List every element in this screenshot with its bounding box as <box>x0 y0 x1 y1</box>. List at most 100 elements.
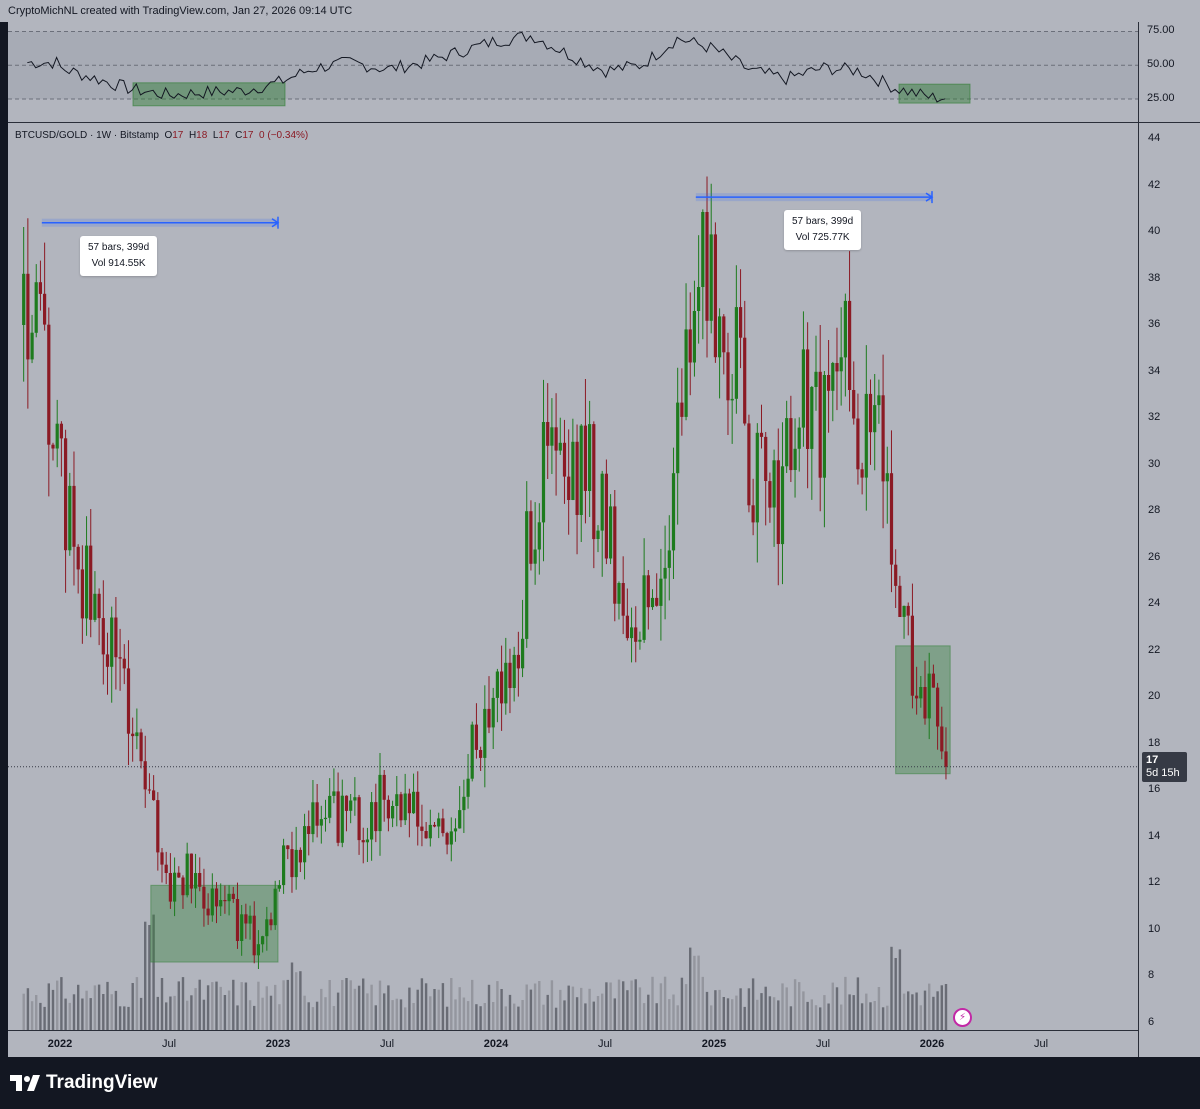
candle-body <box>139 732 143 762</box>
pane-separator[interactable] <box>8 122 1200 123</box>
rsi-line <box>27 31 946 103</box>
volume-bar <box>596 996 600 1030</box>
measure-label-2[interactable]: 57 bars, 399d Vol 725.77K <box>784 210 862 250</box>
volume-bar <box>869 1002 872 1030</box>
candle-body <box>265 919 269 937</box>
volume-bar <box>269 995 273 1030</box>
volume-bar <box>68 1002 71 1030</box>
candle-body <box>919 687 923 699</box>
candle-body <box>34 282 38 333</box>
volume-bar <box>152 914 155 1030</box>
candle-body <box>529 511 533 564</box>
candle-body <box>650 597 655 608</box>
candle-body <box>38 282 42 294</box>
volume-bar <box>487 984 491 1030</box>
legend-close: 17 <box>242 130 254 141</box>
volume-bar <box>445 1006 449 1030</box>
volume-bar <box>211 982 214 1030</box>
price-tick-label: 40 <box>1148 225 1161 237</box>
volume-bar <box>580 987 583 1030</box>
candle-body <box>412 791 416 814</box>
candle-body <box>370 802 374 840</box>
volume-bar <box>902 993 906 1030</box>
volume-bar <box>705 991 709 1030</box>
candle-body <box>873 405 877 433</box>
candle-body <box>562 442 567 477</box>
main-chart-pane[interactable]: BTCUSD/GOLD · 1W · Bitstamp O17 H18 L17 … <box>8 123 1138 1030</box>
legend-high-label: H <box>188 130 197 141</box>
volume-bar <box>575 997 579 1030</box>
volume-bar <box>395 998 398 1030</box>
time-tick-label: 2025 <box>701 1038 727 1050</box>
candle-body <box>403 793 407 821</box>
last-price-value: 17 <box>1146 754 1159 766</box>
candle-body <box>776 460 780 544</box>
candle-body <box>835 363 839 372</box>
candle-body <box>47 324 51 445</box>
candle-body <box>521 638 525 669</box>
volume-bar <box>689 947 692 1030</box>
candle-body <box>147 789 151 791</box>
candle-body <box>827 375 831 391</box>
volume-bar <box>227 990 231 1030</box>
rsi-pane[interactable] <box>8 22 1138 122</box>
candle-body <box>596 530 600 539</box>
volume-bar <box>915 992 918 1030</box>
tradingview-logo[interactable]: TradingView <box>10 1072 158 1094</box>
candle-body <box>839 357 843 372</box>
candle-body <box>487 708 491 728</box>
candle-body <box>604 473 608 559</box>
volume-bar <box>651 976 654 1030</box>
candle-body <box>22 273 26 325</box>
volume-bar <box>123 1006 126 1030</box>
volume-bar <box>735 995 738 1030</box>
legend-close-label: C <box>235 130 243 141</box>
volume-bar <box>697 955 700 1030</box>
volume-bar <box>458 987 461 1030</box>
candle-body <box>223 900 227 902</box>
volume-bar <box>626 990 629 1030</box>
candle-body <box>462 796 466 811</box>
volume-bar <box>584 1003 587 1030</box>
candle-body <box>168 873 172 902</box>
candle-body <box>365 839 369 843</box>
volume-bar <box>638 987 642 1030</box>
volume-bar <box>513 1003 516 1030</box>
volume-bar <box>320 988 323 1030</box>
candle-body <box>801 349 805 428</box>
volume-bar <box>911 994 914 1030</box>
price-axis[interactable]: 44 42 40 38 36 34 32 30 28 26 24 22 20 18 16 14 12 10 8 6 <box>1138 123 1200 1057</box>
candle-body <box>298 849 302 863</box>
time-axis[interactable]: 2022 Jul 2023 Jul 2024 Jul 2025 Jul 2026 Jul <box>8 1030 1138 1057</box>
volume-bar <box>315 1001 319 1030</box>
candle-body <box>357 797 361 841</box>
candle-body <box>852 390 856 419</box>
candle-body <box>697 287 701 311</box>
volume-bar <box>550 980 554 1030</box>
candle-body <box>282 845 286 886</box>
candle-body <box>126 668 131 734</box>
volume-bar <box>303 995 306 1030</box>
volume-bar <box>223 995 227 1030</box>
volume-bar <box>684 984 688 1030</box>
candle-body <box>303 826 307 863</box>
volume-bar <box>39 1002 42 1030</box>
rsi-axis[interactable]: 75.00 50.00 25.00 <box>1138 22 1200 122</box>
candle-body <box>806 349 810 449</box>
time-tick-label: Jul <box>379 1038 395 1050</box>
candle-body <box>219 900 223 907</box>
candle-body <box>294 849 298 878</box>
measure-label-1[interactable]: 57 bars, 399d Vol 914.55K <box>80 236 158 276</box>
candle-body <box>181 877 185 896</box>
candle-body <box>432 824 437 827</box>
candle-body <box>30 332 34 360</box>
candle-body <box>705 212 709 321</box>
measure-range-arrow <box>271 218 280 228</box>
candle-body <box>353 797 357 801</box>
volume-bar <box>156 996 159 1030</box>
volume-bar <box>181 977 185 1030</box>
volume-bar <box>416 989 419 1030</box>
event-lightning-icon[interactable]: ⚡ <box>953 1008 972 1027</box>
volume-bar <box>672 994 675 1030</box>
volume-bar <box>622 981 625 1030</box>
